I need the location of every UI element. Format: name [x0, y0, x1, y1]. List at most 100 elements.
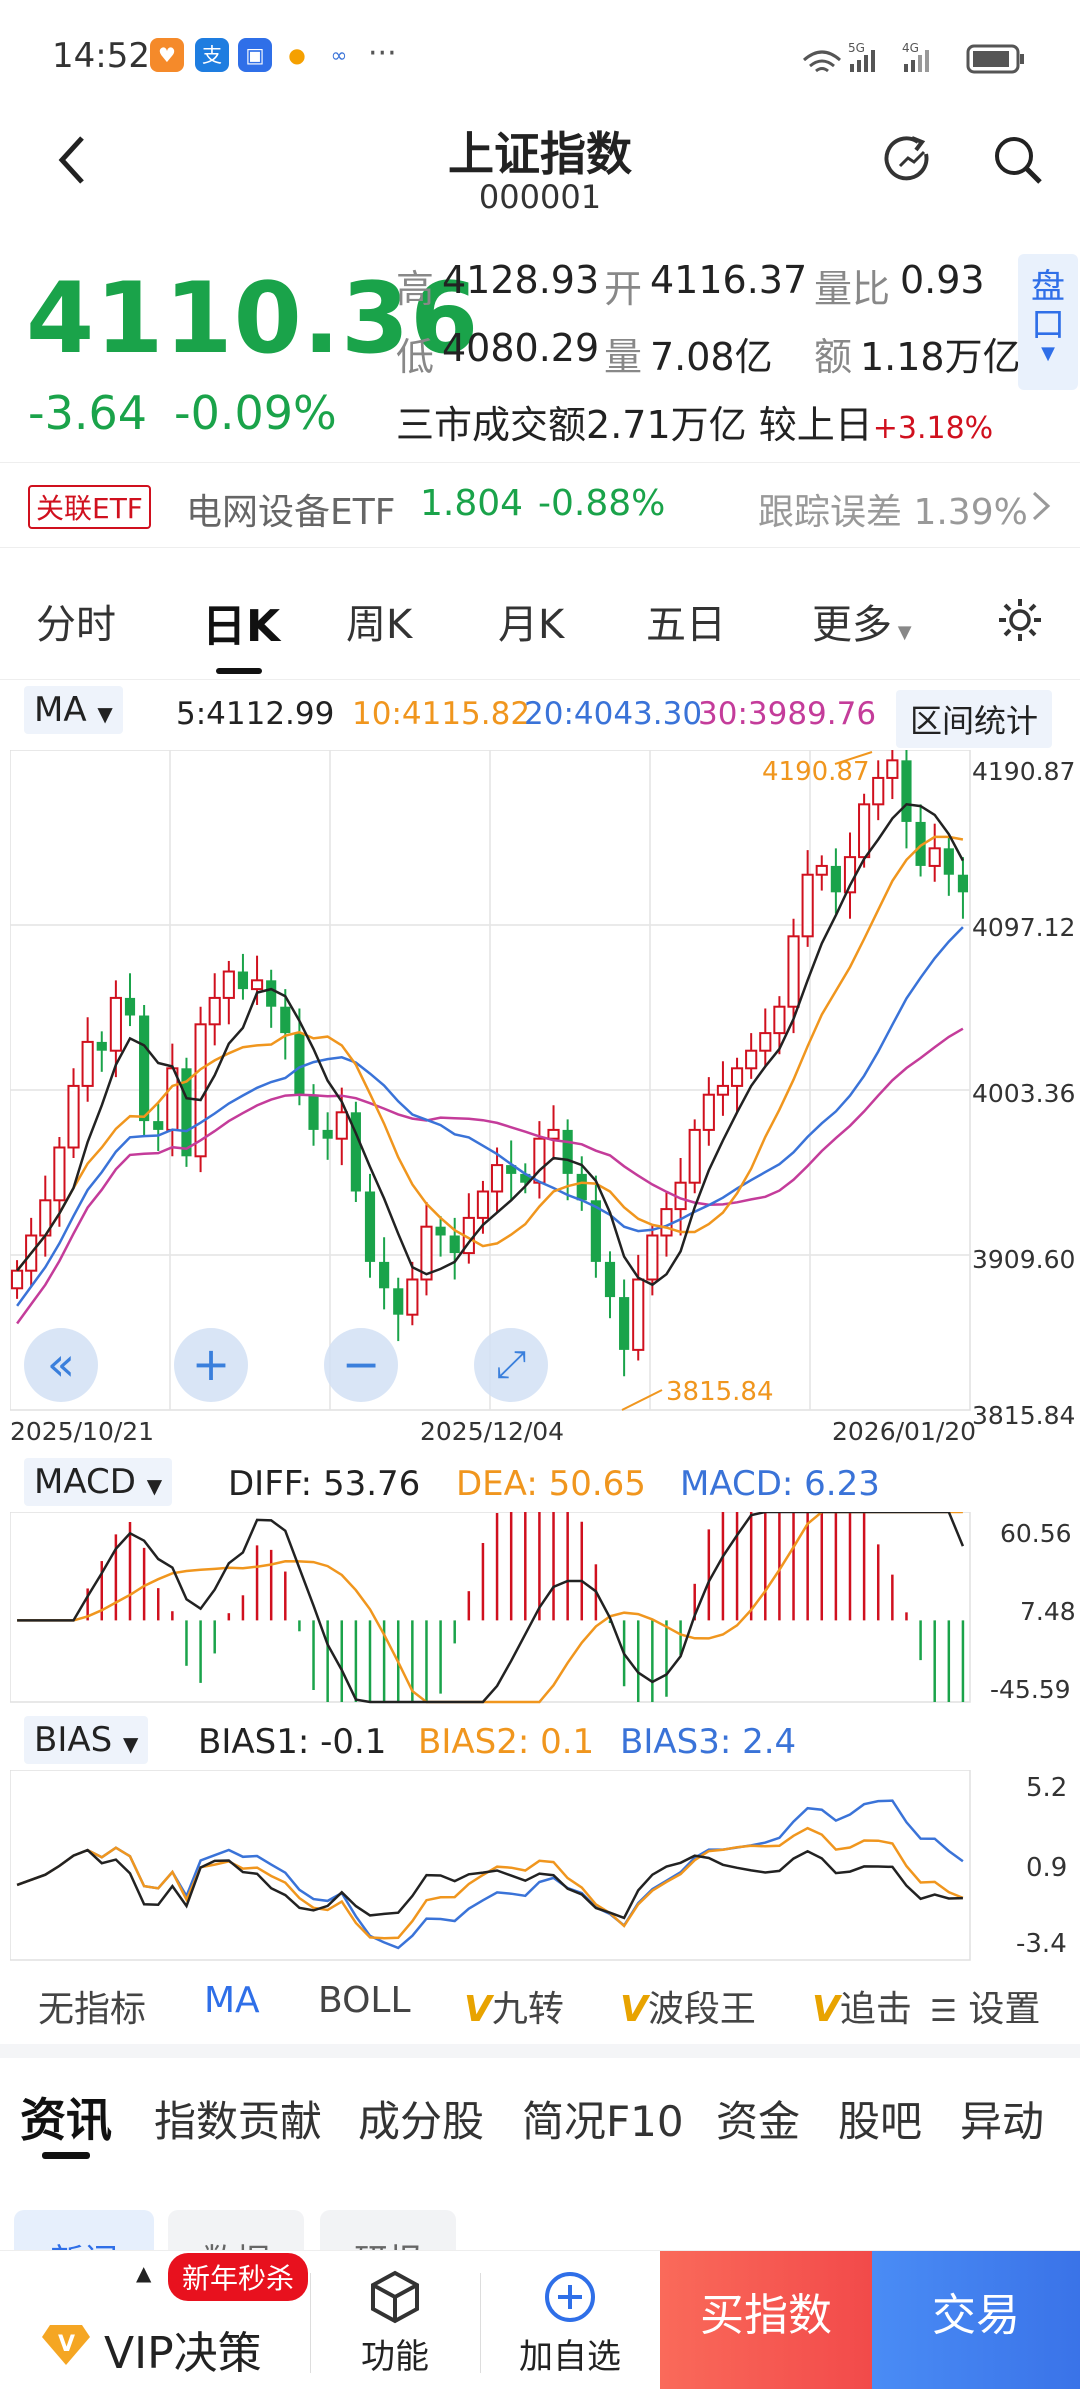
- divider: [480, 2273, 481, 2373]
- candle-body: [250, 979, 264, 991]
- tab-index-contribution[interactable]: 指数贡献: [154, 2097, 323, 2146]
- indicator-jiuzhuan[interactable]: V九转: [464, 1980, 564, 2032]
- indicator-settings[interactable]: ☰ 设置: [930, 1980, 1040, 2032]
- candle-body: [773, 1005, 786, 1035]
- add-circle-icon: [545, 2272, 595, 2322]
- candle-body: [716, 1084, 730, 1096]
- bias-label: BIAS: [34, 1720, 113, 1760]
- candle-body: [619, 1297, 630, 1350]
- caret-down-icon: ▼: [1041, 343, 1055, 364]
- stock-code: 000001: [478, 178, 602, 216]
- ma20-value: 20:4043.30: [524, 696, 703, 732]
- market-turnover-label: 三市成交额: [396, 403, 587, 447]
- bias3-value: BIAS3: 2.4: [620, 1722, 797, 1762]
- macd-y-label: 7.48: [1020, 1597, 1076, 1626]
- ma5-line: [16, 802, 965, 1287]
- candle-body: [67, 1084, 80, 1149]
- candle-body: [943, 848, 954, 875]
- range-stats-button[interactable]: 区间统计: [896, 690, 1053, 748]
- tab-anomaly[interactable]: 异动: [960, 2097, 1045, 2146]
- clock: 14:52: [52, 36, 150, 76]
- buy-index-button[interactable]: 买指数: [660, 2251, 872, 2389]
- market-turnover-value: 2.71万亿: [586, 403, 747, 447]
- tab-five-day[interactable]: 五日: [646, 602, 726, 648]
- candle-body: [901, 760, 912, 822]
- vip-decision-button[interactable]: ▲ 新年秒杀 V VIP决策: [0, 2251, 310, 2389]
- pankou-button[interactable]: 盘口 ▼: [1018, 254, 1078, 390]
- tab-constituents[interactable]: 成分股: [358, 2097, 485, 2146]
- macd-diff: DIFF: 53.76: [228, 1464, 421, 1504]
- candle-body: [350, 1112, 361, 1192]
- candle-body: [364, 1191, 376, 1262]
- tab-funds[interactable]: 资金: [716, 2097, 801, 2146]
- low-value: 4080.29: [442, 326, 600, 370]
- back-arrow-icon[interactable]: [52, 130, 92, 190]
- search-icon[interactable]: [990, 132, 1046, 188]
- refresh-icon[interactable]: [882, 132, 938, 188]
- candle-body: [646, 1234, 659, 1281]
- open-label: 开: [604, 267, 643, 311]
- candle-body: [547, 1128, 560, 1140]
- candle-body: [435, 1226, 446, 1236]
- candle-body: [166, 1067, 179, 1131]
- tab-weekly-k[interactable]: 周K: [346, 602, 413, 648]
- volume-label: 量: [604, 335, 643, 379]
- indicator-zhuiji[interactable]: V追击: [812, 1980, 912, 2032]
- zoom-in-icon[interactable]: +: [174, 1328, 248, 1402]
- etf-name: 电网设备ETF: [186, 492, 396, 533]
- bias-chart[interactable]: 5.2 0.9 -3.4: [10, 1770, 1080, 1962]
- bias-selector[interactable]: BIAS ▼: [24, 1716, 149, 1764]
- ma10-line: [16, 835, 964, 1272]
- ma-selector[interactable]: MA ▼: [24, 686, 123, 734]
- indicator-boll[interactable]: BOLL: [318, 1980, 411, 2021]
- caret-down-icon: ▼: [97, 702, 113, 726]
- macd-selector[interactable]: MACD ▼: [24, 1458, 173, 1506]
- indicator-none[interactable]: 无指标: [38, 1989, 147, 2030]
- indicator-boduanwang[interactable]: V波段王: [620, 1980, 756, 2032]
- volume-ratio-label: 量比: [814, 267, 891, 311]
- candle-body: [379, 1261, 390, 1289]
- svg-text:V: V: [58, 2332, 75, 2357]
- candle-body: [928, 847, 941, 867]
- tab-intraday[interactable]: 分时: [36, 602, 116, 648]
- candle-body: [590, 1200, 601, 1262]
- open-value: 4116.37: [650, 258, 808, 302]
- period-tabs: 分时 日K 周K 月K 五日 更多 ▼: [0, 560, 1080, 680]
- tab-monthly-k[interactable]: 月K: [498, 602, 565, 648]
- caret-down-icon: ▼: [123, 1732, 139, 1756]
- tab-f10[interactable]: 简况F10: [522, 2097, 684, 2146]
- tab-forum[interactable]: 股吧: [838, 2097, 923, 2146]
- indicator-ma[interactable]: MA: [204, 1980, 260, 2021]
- candle-body: [335, 1111, 348, 1140]
- price-change-percent: -0.09%: [174, 386, 337, 440]
- indicator-boduanwang-label: 波段王: [647, 1989, 756, 2030]
- add-watchlist-button[interactable]: 加自选: [500, 2251, 640, 2389]
- candle-body: [745, 1049, 758, 1070]
- fullscreen-icon[interactable]: ⤢: [474, 1328, 548, 1402]
- candle-body: [830, 865, 841, 893]
- y-axis-label: 4190.87: [972, 757, 1075, 786]
- candle-body: [801, 873, 814, 938]
- amount-value: 1.18万亿: [860, 335, 1021, 379]
- related-etf-bar[interactable]: 关联ETF 电网设备ETF 1.804 -0.88% 跟踪误差 1.39%: [0, 462, 1080, 548]
- candle-body: [449, 1235, 460, 1254]
- candle-body: [222, 970, 235, 999]
- tab-daily-k[interactable]: 日K: [202, 601, 281, 652]
- y-axis-label: 4097.12: [972, 913, 1075, 942]
- ma5-value: 5:4112.99: [176, 696, 335, 732]
- function-button[interactable]: 功能: [330, 2251, 460, 2389]
- candle-body: [139, 1015, 150, 1122]
- macd-chart[interactable]: 60.56 7.48 -45.59: [10, 1512, 1080, 1704]
- caret-down-icon: ▼: [892, 622, 912, 643]
- bottom-action-bar: ▲ 新年秒杀 V VIP决策 功能 加自选 买指数 交易: [0, 2250, 1080, 2389]
- trade-button[interactable]: 交易: [872, 2251, 1080, 2389]
- collapse-left-icon[interactable]: «: [24, 1328, 98, 1402]
- pankou-label: 盘口: [1031, 267, 1065, 345]
- signal-label: 5G: [848, 41, 865, 55]
- tab-news-info[interactable]: 资讯: [20, 2093, 112, 2147]
- zoom-out-icon[interactable]: −: [324, 1328, 398, 1402]
- settings-gear-icon[interactable]: [996, 596, 1044, 644]
- tab-more[interactable]: 更多 ▼: [812, 592, 912, 650]
- candlestick-chart[interactable]: 4190.87 3815.84 4190.87 4097.12 4003.36 …: [10, 750, 1080, 1460]
- candle-body: [393, 1288, 404, 1315]
